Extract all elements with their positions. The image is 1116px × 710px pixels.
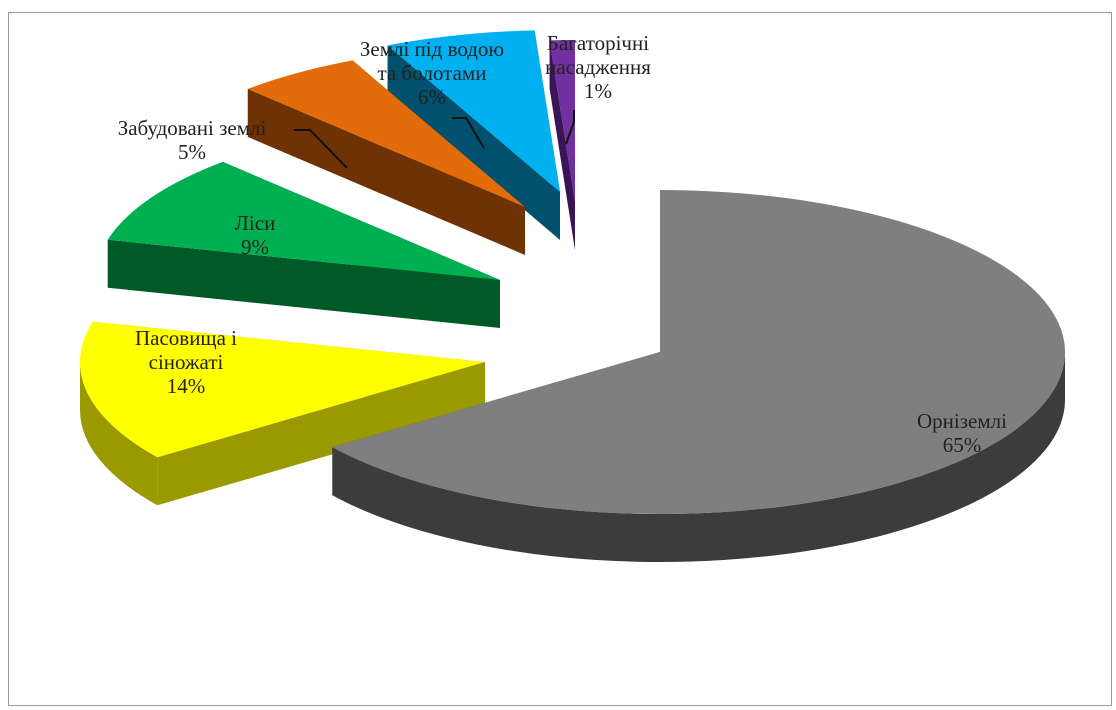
- pie-slice: [387, 30, 560, 241]
- data-label-percent: 1%: [584, 79, 612, 103]
- data-label-category: та болотами: [378, 61, 487, 85]
- data-label-percent: 5%: [178, 140, 206, 164]
- pie-slice-edge: [549, 40, 575, 250]
- pie-slice-top: [80, 321, 486, 458]
- data-label-percent: 6%: [418, 85, 446, 109]
- pie-slice-top: [387, 30, 560, 192]
- data-label-category: Пасовища і: [135, 326, 237, 350]
- data-label-percent: 9%: [241, 235, 269, 259]
- pie-slice-edge: [387, 45, 560, 241]
- data-label-category: Орніземлі: [917, 409, 1007, 433]
- pie-slice: [332, 190, 1066, 563]
- pie-slice: [247, 60, 525, 256]
- data-label-category: Забудовані землі: [118, 116, 267, 140]
- data-label-category: сіножаті: [149, 350, 224, 374]
- data-label-category: насадження: [545, 55, 651, 79]
- data-label: Забудовані землі 5%: [118, 116, 267, 164]
- data-label-percent: 65%: [943, 433, 982, 457]
- data-label-percent: 14%: [167, 374, 206, 398]
- leader-line: [294, 129, 348, 169]
- data-label-category: Землі під водою: [360, 37, 504, 61]
- pie-slice: [549, 40, 575, 250]
- pie-slice-top: [332, 190, 1065, 514]
- pie-slice-wall: [332, 352, 1066, 563]
- data-label: Ліси 9%: [235, 211, 276, 259]
- pie-slice-top: [107, 161, 501, 280]
- pie-slice-top: [247, 60, 525, 208]
- pie-slice: [80, 321, 486, 506]
- data-label: Орніземлі 65%: [917, 409, 1007, 457]
- data-label: Багаторічні насадження 1%: [545, 31, 651, 103]
- leader-line: [452, 117, 485, 149]
- pie-slice-wall: [80, 362, 158, 506]
- pie-slice-edge: [107, 239, 501, 328]
- data-label-category: Ліси: [235, 211, 276, 235]
- data-label-category: Багаторічні: [547, 31, 649, 55]
- leader-line: [565, 110, 575, 145]
- data-label: Пасовища і сіножаті 14%: [135, 326, 237, 398]
- pie-slice: [107, 161, 501, 328]
- pie-slice-edge: [247, 88, 525, 256]
- data-label: Землі під водою та болотами 6%: [360, 37, 504, 109]
- pie-slice-top: [549, 40, 575, 202]
